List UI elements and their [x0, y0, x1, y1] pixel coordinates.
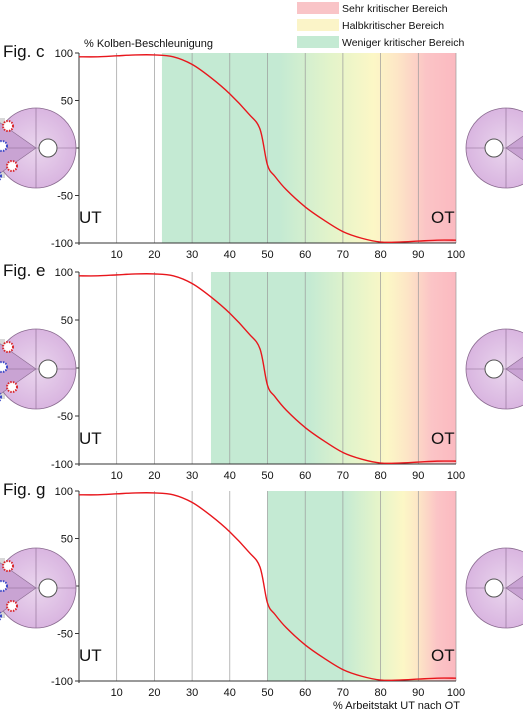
legend-item-halbkritisch: Halbkritischer Bereich: [297, 19, 444, 32]
center-hub: [38, 359, 58, 379]
ut-label: UT: [79, 429, 102, 448]
center-hub: [484, 138, 504, 158]
ot-label: OT: [431, 646, 455, 665]
center-hub: [38, 578, 58, 598]
legend-label: Weniger kritischer Bereich: [342, 37, 465, 49]
ot-label: OT: [431, 208, 455, 227]
legend-label: Sehr kritischer Bereich: [342, 3, 448, 15]
x-tick-label: 100: [447, 249, 465, 261]
x-tick-label: 30: [186, 470, 198, 482]
x-tick-label: 90: [412, 687, 424, 699]
y-tick-label: 50: [61, 96, 73, 108]
center-hub: [38, 138, 58, 158]
port-marker: [6, 600, 18, 612]
legend-swatch-red: [297, 2, 339, 14]
legend-item-weniger-kritisch: Weniger kritischer Bereich: [297, 36, 465, 49]
x-tick-label: 90: [412, 249, 424, 261]
x-tick-label: 50: [261, 249, 273, 261]
y-tick-label: -50: [57, 411, 73, 423]
x-tick-label: 30: [186, 249, 198, 261]
x-tick-label: 50: [261, 687, 273, 699]
y-tick-label: -50: [57, 191, 73, 203]
x-tick-label: 50: [261, 470, 273, 482]
ut-label: UT: [79, 208, 102, 227]
piston-diagram: [465, 328, 523, 410]
y-tick-label: -100: [51, 238, 73, 250]
legend-item-sehr-kritisch: Sehr kritischer Bereich: [297, 2, 448, 15]
x-tick-label: 10: [111, 687, 123, 699]
y-tick-label: 100: [55, 486, 73, 498]
x-tick-label: 80: [374, 249, 386, 261]
y-axis-label: % Kolben-Beschleunigung: [84, 38, 213, 50]
y-tick-label: 100: [55, 48, 73, 60]
legend-swatch-yellow: [297, 19, 339, 31]
x-tick-label: 70: [337, 470, 349, 482]
port-marker: [0, 580, 8, 592]
x-tick-label: 100: [447, 687, 465, 699]
x-tick-label: 20: [148, 687, 160, 699]
port-marker: [6, 160, 18, 172]
piston-diagram: [465, 107, 523, 189]
x-tick-label: 40: [224, 249, 236, 261]
x-tick-label: 70: [337, 249, 349, 261]
port-marker: [0, 140, 8, 152]
y-tick-label: -100: [51, 459, 73, 471]
piston-diagram: [0, 107, 77, 189]
y-tick-label: -100: [51, 676, 73, 688]
critical-zone-band: [210, 272, 456, 464]
x-tick-label: 80: [374, 687, 386, 699]
center-hub: [484, 578, 504, 598]
port-marker: [2, 341, 14, 353]
x-tick-label: 60: [299, 470, 311, 482]
legend: Sehr kritischer Bereich Halbkritischer B…: [297, 2, 465, 49]
x-axis-label: % Arbeitstakt UT nach OT: [333, 700, 460, 712]
piston-diagram: [0, 547, 77, 629]
legend-swatch-green: [297, 36, 339, 48]
piston-diagram: [465, 547, 523, 629]
x-tick-label: 40: [224, 687, 236, 699]
x-tick-label: 20: [148, 249, 160, 261]
critical-zone-band: [267, 491, 456, 681]
port-marker: [0, 171, 2, 181]
ut-label: UT: [79, 646, 102, 665]
figure-title: Fig. g: [3, 480, 46, 499]
x-tick-label: 100: [447, 470, 465, 482]
critical-zone-band: [161, 53, 456, 243]
x-tick-label: 70: [337, 687, 349, 699]
y-tick-label: 50: [61, 315, 73, 327]
piston-diagrams: [0, 107, 523, 629]
y-tick-label: 100: [55, 267, 73, 279]
x-tick-label: 60: [299, 687, 311, 699]
acceleration-curve: [78, 54, 457, 244]
port-marker: [0, 392, 2, 402]
x-tick-label: 20: [148, 470, 160, 482]
port-marker: [2, 120, 14, 132]
ot-label: OT: [431, 429, 455, 448]
x-tick-label: 30: [186, 687, 198, 699]
acceleration-curve: [78, 273, 457, 465]
port-marker: [0, 361, 8, 373]
center-hub: [484, 359, 504, 379]
port-marker: [2, 560, 14, 572]
port-marker: [6, 381, 18, 393]
x-tick-label: 90: [412, 470, 424, 482]
x-tick-label: 60: [299, 249, 311, 261]
x-tick-label: 80: [374, 470, 386, 482]
acceleration-curve: [78, 492, 457, 682]
y-tick-label: 50: [61, 534, 73, 546]
piston-diagram: [0, 328, 77, 410]
figure-title: Fig. c: [3, 42, 45, 61]
port-marker: [0, 611, 2, 621]
legend-label: Halbkritischer Bereich: [342, 20, 444, 32]
y-tick-label: -50: [57, 629, 73, 641]
x-tick-label: 40: [224, 470, 236, 482]
figure-title: Fig. e: [3, 261, 46, 280]
x-tick-label: 10: [111, 249, 123, 261]
x-tick-label: 10: [111, 470, 123, 482]
